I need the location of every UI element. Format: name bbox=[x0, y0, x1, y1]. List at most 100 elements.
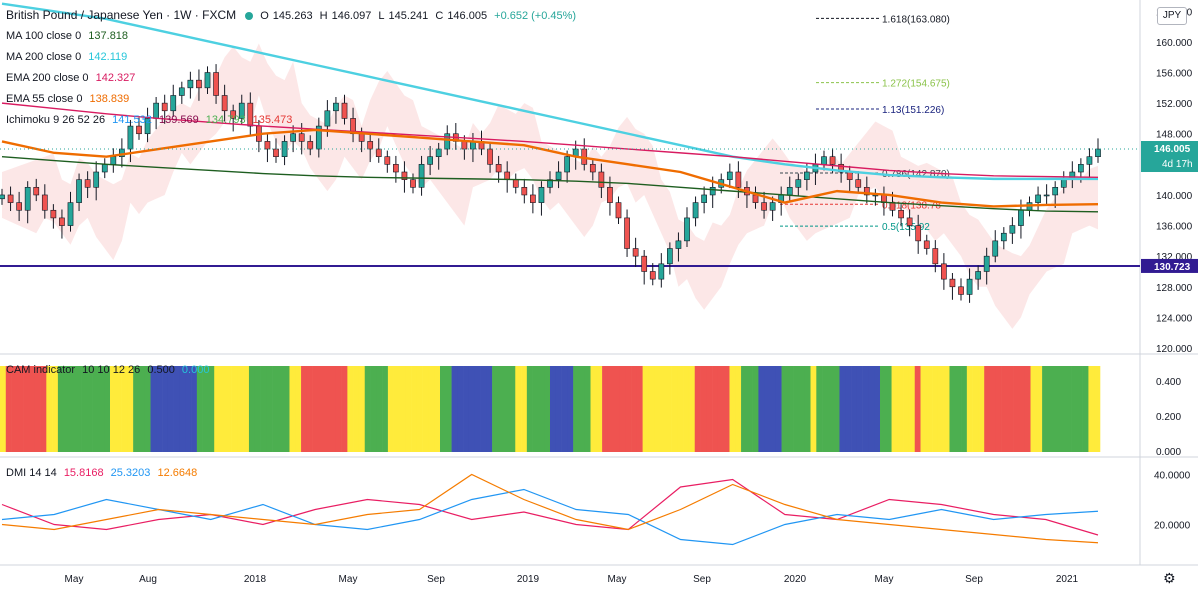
legend-ichimoku[interactable]: Ichimoku 9 26 52 26 141.532 139.569 134.… bbox=[6, 113, 296, 127]
legend-dmi-plus: 15.8168 bbox=[63, 467, 104, 479]
legend-ma200[interactable]: MA 200 close 0 142.119 bbox=[6, 50, 131, 64]
cam-tick-label: 0.400 bbox=[1156, 377, 1181, 388]
cam-bar bbox=[862, 366, 869, 452]
candle-body bbox=[418, 164, 425, 188]
low-value: 145.241 bbox=[388, 10, 429, 22]
candle-body bbox=[589, 164, 596, 173]
cam-bar bbox=[683, 366, 690, 452]
cam-bar bbox=[1030, 366, 1037, 452]
cam-bar bbox=[1065, 366, 1072, 452]
support-price-label: 130.723 bbox=[1154, 262, 1191, 273]
cam-bar bbox=[607, 366, 614, 452]
cam-bar bbox=[34, 366, 41, 452]
cam-bar bbox=[949, 366, 956, 452]
cam-bar bbox=[926, 366, 933, 452]
candle-body bbox=[136, 125, 142, 135]
cam-bar bbox=[486, 366, 493, 452]
cam-bar bbox=[52, 366, 59, 452]
candle-body bbox=[658, 263, 665, 280]
cam-bar bbox=[804, 366, 811, 452]
cam-bar bbox=[827, 366, 834, 452]
cam-bar bbox=[937, 366, 944, 452]
cam-bar bbox=[11, 366, 18, 452]
candle-body bbox=[769, 202, 776, 211]
cam-bar bbox=[237, 366, 244, 452]
candle-body bbox=[932, 248, 939, 265]
cam-bar bbox=[885, 366, 892, 452]
cam-bar bbox=[578, 366, 586, 452]
candle-body bbox=[701, 194, 707, 203]
cam-bar bbox=[1047, 366, 1054, 452]
legend-cam-value1: 0.500 bbox=[147, 364, 175, 376]
legend-dmi[interactable]: DMI 14 14 15.8168 25.3203 12.6648 bbox=[6, 466, 201, 480]
cam-bar bbox=[694, 366, 701, 452]
candle-body bbox=[375, 148, 382, 157]
cam-bar bbox=[480, 366, 487, 452]
candle-body bbox=[923, 240, 930, 249]
price-tick-label: 136.000 bbox=[1156, 222, 1193, 233]
candle-body bbox=[752, 194, 759, 203]
candle-body bbox=[213, 72, 219, 96]
candle-body bbox=[298, 133, 305, 142]
legend-ma100[interactable]: MA 100 close 0 137.818 bbox=[6, 29, 132, 43]
settings-gear-icon[interactable]: ⚙ bbox=[1163, 570, 1176, 586]
candle-body bbox=[41, 194, 48, 211]
candle-body bbox=[59, 217, 65, 226]
candle-body bbox=[16, 202, 22, 211]
cam-bar bbox=[532, 366, 539, 452]
legend-ema200[interactable]: EMA 200 close 0 142.327 bbox=[6, 71, 139, 85]
cam-bar bbox=[509, 366, 516, 452]
cam-bar bbox=[457, 366, 464, 452]
legend-ema55[interactable]: EMA 55 close 0 138.839 bbox=[6, 92, 133, 106]
price-tick-label: 132.000 bbox=[1156, 252, 1193, 263]
candle-body bbox=[941, 263, 947, 280]
legend-dmi-adx: 12.6648 bbox=[157, 467, 198, 479]
adx-line bbox=[1, 473, 1099, 544]
high-value: 146.097 bbox=[331, 10, 372, 22]
cam-bar bbox=[324, 366, 331, 452]
candle-body bbox=[855, 179, 862, 188]
legend-ma100-value: 137.818 bbox=[88, 30, 129, 42]
cam-bar bbox=[260, 366, 267, 452]
cam-bar bbox=[984, 366, 991, 452]
cam-bar bbox=[515, 366, 522, 452]
cam-bar bbox=[561, 366, 568, 452]
candle-body bbox=[393, 164, 399, 173]
cam-bar bbox=[966, 366, 973, 452]
cam-bar bbox=[167, 366, 174, 452]
cam-bar bbox=[1071, 366, 1078, 452]
candle-body bbox=[444, 133, 451, 150]
candle-body bbox=[358, 133, 365, 142]
cam-bar bbox=[1018, 366, 1026, 452]
cam-bar bbox=[741, 366, 748, 452]
currency-button[interactable]: JPY bbox=[1157, 7, 1187, 25]
time-tick-label: Sep bbox=[427, 574, 445, 585]
cam-bar bbox=[503, 366, 510, 452]
candle-body bbox=[949, 278, 956, 288]
cam-bar bbox=[1059, 366, 1066, 452]
cam-bar bbox=[665, 366, 672, 452]
candle-body bbox=[555, 171, 562, 180]
cam-bar bbox=[550, 366, 557, 452]
cam-bar bbox=[185, 366, 192, 452]
cam-bar bbox=[619, 366, 626, 452]
legend-ichimoku-v1: 141.532 bbox=[112, 114, 152, 126]
cam-bar bbox=[138, 366, 146, 452]
candle-body bbox=[846, 171, 853, 180]
current-price-label: 146.005 bbox=[1154, 144, 1191, 155]
candle-body bbox=[76, 179, 82, 203]
cam-bar bbox=[573, 366, 580, 452]
cam-bar bbox=[1007, 366, 1014, 452]
cam-bar bbox=[770, 366, 777, 452]
cam-bar bbox=[81, 366, 88, 452]
legend-cam[interactable]: CAM indicator 10 10 12 26 0.500 0.000 bbox=[6, 363, 213, 377]
cam-bar bbox=[133, 366, 140, 452]
cam-bar bbox=[497, 366, 504, 452]
time-tick-label: 2019 bbox=[517, 574, 540, 585]
cam-bar bbox=[816, 366, 823, 452]
cam-bar bbox=[347, 366, 354, 452]
candle-body bbox=[410, 179, 416, 188]
cam-bar bbox=[688, 366, 696, 452]
